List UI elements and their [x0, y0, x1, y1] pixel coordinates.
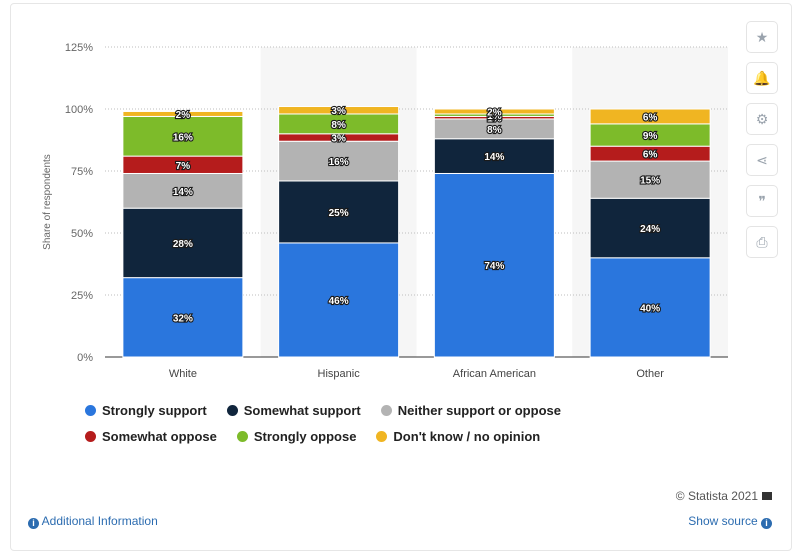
additional-information-label: Additional Information — [41, 514, 158, 528]
data-label: 14% — [173, 187, 193, 198]
x-tick-label: Other — [636, 368, 664, 380]
bar-segment — [122, 115, 244, 157]
quote-icon: ❞ — [758, 192, 766, 209]
data-label: 2% — [487, 107, 502, 118]
bar-segment — [122, 172, 244, 209]
notification-button[interactable]: 🔔 — [746, 62, 778, 94]
data-label: 3% — [331, 134, 346, 145]
legend-item[interactable]: Neither support or oppose — [380, 403, 561, 418]
legend-item[interactable]: Somewhat support — [226, 403, 361, 418]
bell-icon: 🔔 — [753, 69, 771, 86]
data-label: 8% — [331, 120, 346, 131]
data-label: 6% — [643, 112, 658, 123]
data-label: 25% — [329, 208, 349, 219]
bar-segment — [122, 207, 244, 279]
gear-icon: ⚙ — [755, 110, 769, 127]
bar-segment — [433, 108, 555, 115]
bar-segment — [589, 108, 711, 125]
y-tick-label: 0% — [77, 352, 93, 364]
additional-information-link[interactable]: i Additional Information — [28, 514, 158, 529]
data-label: 16% — [173, 132, 193, 143]
legend-swatch — [236, 431, 248, 442]
bar-segment — [122, 277, 244, 358]
bar-segment — [589, 197, 711, 259]
data-label: 16% — [329, 157, 349, 168]
show-source-label: Show source — [688, 514, 758, 528]
x-tick-label: White — [169, 368, 197, 380]
legend-swatch — [380, 405, 392, 416]
print-button[interactable]: ⎙ — [746, 226, 778, 258]
info-icon: i — [761, 518, 772, 529]
bar-segment — [122, 110, 244, 117]
legend-swatch — [376, 431, 388, 442]
bar-segment — [433, 138, 555, 174]
data-label: 2% — [176, 110, 191, 121]
favorite-button[interactable]: ★ — [746, 21, 778, 53]
y-axis-label: Share of respondents — [42, 154, 53, 250]
data-label: 9% — [643, 131, 658, 142]
legend-swatch — [85, 405, 96, 416]
legend-label: Strongly support — [102, 403, 207, 418]
y-tick-label: 100% — [65, 104, 93, 116]
settings-button[interactable]: ⚙ — [746, 103, 778, 135]
bar-segment — [589, 257, 711, 358]
bar-segment — [278, 106, 400, 115]
legend-item[interactable]: Somewhat oppose — [85, 429, 217, 444]
legend-label: Don't know / no opinion — [393, 429, 541, 444]
y-tick-label: 125% — [65, 42, 93, 54]
legend-item[interactable]: Don't know / no opinion — [376, 429, 540, 444]
data-label: 8% — [487, 125, 502, 136]
info-icon: i — [28, 518, 39, 529]
data-label: 32% — [173, 313, 193, 324]
data-label: 14% — [484, 152, 504, 163]
flag-icon — [762, 492, 772, 500]
legend-label: Somewhat oppose — [102, 429, 217, 444]
legend-item[interactable]: Strongly support — [85, 403, 207, 418]
data-label: 3% — [331, 106, 346, 117]
data-label: 7% — [176, 161, 191, 172]
copyright-text: © Statista 2021 — [675, 489, 758, 503]
x-tick-label: African American — [453, 368, 536, 380]
legend-item[interactable]: Strongly oppose — [236, 429, 357, 444]
legend-label: Strongly oppose — [253, 429, 357, 444]
data-label: 74% — [484, 261, 504, 272]
data-label: 28% — [173, 239, 193, 250]
share-icon: ⋖ — [756, 151, 768, 168]
copyright[interactable]: © Statista 2021 — [676, 489, 772, 503]
y-tick-label: 50% — [71, 228, 93, 240]
share-button[interactable]: ⋖ — [746, 144, 778, 176]
star-icon: ★ — [755, 28, 769, 45]
data-label: 6% — [643, 150, 658, 161]
data-label: 24% — [640, 224, 660, 235]
data-label: 46% — [329, 296, 349, 307]
chart-legend: Strongly support Somewhat support Neither … — [85, 403, 705, 455]
bar-segment — [278, 140, 400, 182]
y-tick-label: 75% — [71, 166, 93, 178]
legend-label: Neither support or oppose — [397, 403, 561, 418]
data-label: 40% — [640, 303, 660, 314]
data-label: 15% — [640, 176, 660, 187]
y-tick-label: 25% — [71, 290, 93, 302]
x-tick-label: Hispanic — [318, 368, 361, 380]
bar-segment — [278, 180, 400, 244]
bar-segment — [433, 172, 555, 358]
print-icon: ⎙ — [756, 233, 768, 250]
cite-button[interactable]: ❞ — [746, 185, 778, 217]
show-source-link[interactable]: Show source i — [688, 514, 772, 529]
legend-label: Somewhat support — [243, 403, 361, 418]
legend-swatch — [85, 431, 96, 442]
legend-swatch — [226, 405, 238, 416]
